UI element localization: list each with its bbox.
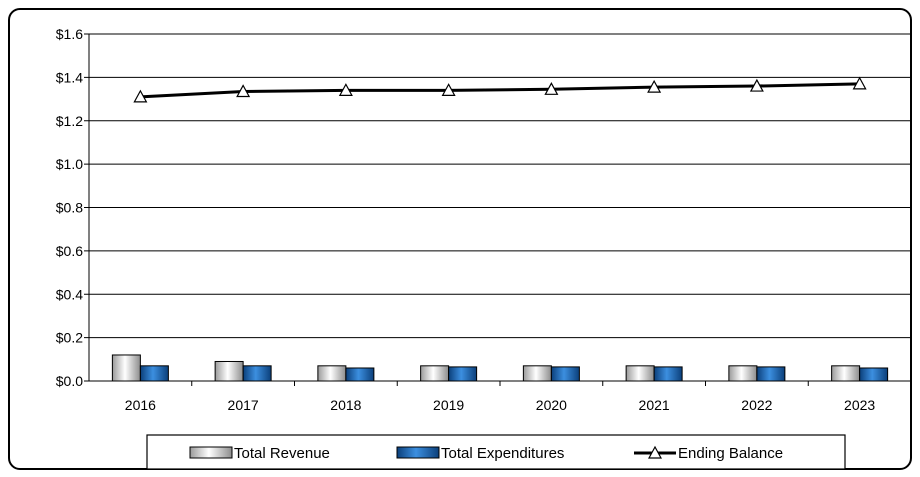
ending-balance-polyline <box>140 82 860 99</box>
y-tick-label: $0.0 <box>56 373 83 389</box>
ending-balance-line <box>133 76 867 103</box>
revenue-bar <box>420 365 450 382</box>
revenue-bar <box>214 360 244 382</box>
y-tick-label: $1.0 <box>56 156 83 172</box>
legend-ending-balance-marker <box>647 445 663 459</box>
x-tick-label: 2016 <box>125 397 156 413</box>
ending-balance-marker <box>852 76 867 90</box>
legend-box <box>146 434 846 470</box>
expenditure-bar <box>859 367 889 382</box>
ending-balance-marker <box>133 89 148 103</box>
expenditure-bar <box>756 366 786 382</box>
ending-balance-marker <box>236 84 251 98</box>
ending-balance-marker <box>441 83 456 96</box>
gridlines <box>89 33 911 339</box>
x-axis: 2016 2017 2018 2019 2020 2021 2022 2023 <box>89 380 911 413</box>
revenue-bar <box>831 365 861 382</box>
expenditure-bar <box>448 366 478 382</box>
expenditure-bar <box>653 366 683 382</box>
y-tick-label: $0.6 <box>56 243 83 259</box>
expenditure-bar <box>345 367 375 382</box>
y-tick-label: $0.2 <box>56 330 83 346</box>
revenue-bar <box>728 365 758 382</box>
legend-expenditures-label: Total Expenditures <box>441 445 564 462</box>
y-tick-label: $0.4 <box>56 286 83 302</box>
expenditure-bar <box>139 365 169 382</box>
ending-balance-marker <box>338 83 353 96</box>
x-tick-label: 2023 <box>844 397 875 413</box>
x-tick-label: 2018 <box>330 397 361 413</box>
y-axis: $0.0 $0.2 $0.4 $0.6 $0.8 $1.0 $1.2 $1.4 $1.6 <box>56 26 90 389</box>
y-tick-label: $1.2 <box>56 113 83 129</box>
ending-balance-marker <box>544 82 559 95</box>
legend-ending-balance-label: Ending Balance <box>678 445 783 462</box>
bars <box>111 354 889 382</box>
x-tick-label: 2022 <box>741 397 772 413</box>
x-tick-label: 2017 <box>228 397 259 413</box>
x-tick-label: 2019 <box>433 397 464 413</box>
legend-revenue-label: Total Revenue <box>234 445 330 462</box>
expenditure-bar <box>550 366 580 382</box>
y-tick-label: $1.4 <box>56 69 83 85</box>
revenue-bar <box>522 365 552 382</box>
revenue-bar <box>111 354 141 382</box>
revenue-bar <box>625 365 655 382</box>
revenue-bar <box>317 365 347 382</box>
x-tick-label: 2021 <box>639 397 670 413</box>
ending-balance-marker <box>749 78 764 92</box>
legend: Total Revenue Total Expenditures Ending Ba… <box>146 434 846 470</box>
y-tick-label: $1.6 <box>56 26 83 42</box>
expenditure-bar <box>242 365 272 382</box>
x-tick-label: 2020 <box>536 397 567 413</box>
y-tick-label: $0.8 <box>56 200 83 216</box>
legend-expenditures-swatch <box>396 446 440 459</box>
legend-revenue-swatch <box>189 446 233 459</box>
ending-balance-marker <box>647 79 662 93</box>
